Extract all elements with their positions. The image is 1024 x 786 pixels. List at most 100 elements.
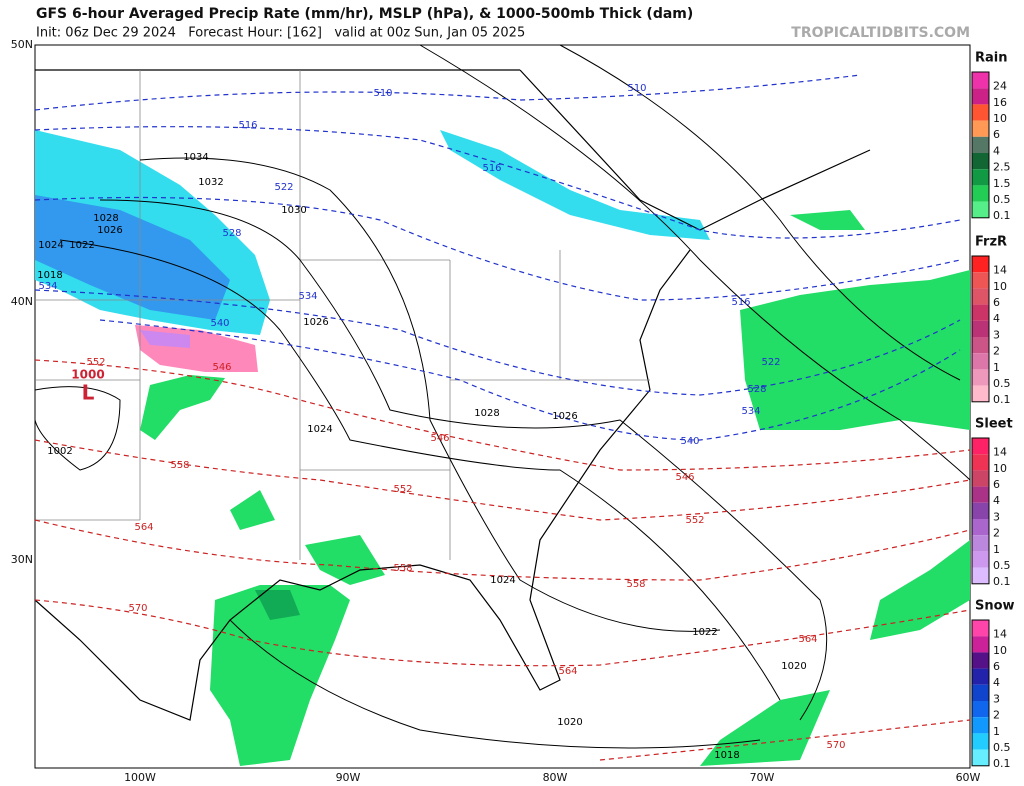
legend-level: 16 [993,96,1007,109]
map-labels: 50N 40N 30N 100W 90W 80W 70W 60W 1034 1032 1030 102… [11,38,981,784]
thickness-label: 528 [222,228,241,239]
legend-swatch [972,684,989,701]
legend-swatch [972,502,989,519]
legend-level: 10 [993,644,1007,657]
legend-level: 4 [993,494,1000,507]
longitude-label: 80W [543,771,568,784]
legend-swatch [972,620,989,637]
legend-swatch [972,636,989,653]
rain-area [700,540,970,766]
legend-swatch [972,454,989,471]
low-marker: L [82,381,95,405]
legend-swatch [972,486,989,503]
legend-swatch [972,551,989,568]
snow-area [440,130,710,240]
legend-frame [971,437,990,585]
legend-title: Snow [975,599,1015,614]
thickness-label: 510 [627,83,646,94]
legend-level: 0.5 [993,741,1011,754]
thickness-label: 534 [38,281,57,292]
legend-swatch [972,320,989,337]
thickness-label: 534 [741,406,760,417]
legend-swatch [972,668,989,685]
legend-level: 1 [993,361,1000,374]
thickness-label: 546 [675,472,694,483]
legend-swatch [972,470,989,487]
legend-level: 1 [993,725,1000,738]
legend-swatch [972,256,989,273]
isobar-label: 1028 [474,408,499,419]
cold-thickness-lines [34,74,961,441]
isobar-label: 1034 [183,152,208,163]
legend-level: 6 [993,478,1000,491]
legend-level: 2.5 [993,161,1011,174]
legend-level: 10 [993,462,1007,475]
thickness-label: 558 [393,563,412,574]
legend-swatch [972,337,989,354]
isobar-label: 1030 [281,205,306,216]
legend-swatch [972,438,989,455]
thickness-label: 570 [826,740,845,751]
thickness-label: 552 [393,484,412,495]
thickness-label: 570 [128,603,147,614]
latitude-label: 30N [11,553,33,566]
isobar-label: 1002 [47,446,72,457]
legend-level: 4 [993,144,1000,157]
legend-level: 24 [993,80,1007,93]
rain-area [740,270,970,430]
legend-swatch [972,369,989,386]
legend-title: Sleet [975,417,1013,432]
isobar-label: 1018 [37,270,62,281]
longitude-label: 90W [336,771,361,784]
isobar-label: 1028 [93,213,118,224]
sleet-area [140,330,190,348]
legend-title: Rain [975,51,1008,66]
legend-level: 1.5 [993,177,1011,190]
legend-level: 4 [993,676,1000,689]
warm-thickness-lines [34,359,971,761]
legend-frame [971,255,990,403]
subtitle: Init: 06z Dec 29 2024 Forecast Hour: [16… [36,26,525,41]
rain-area [230,490,385,585]
thickness-label: 564 [798,634,817,645]
low-pressure-value: 1000 [71,368,104,382]
legend-level: 0.5 [993,377,1011,390]
thickness-label: 558 [170,460,189,471]
legend-level: 4 [993,312,1000,325]
snow-area [35,195,230,320]
legend-swatch [972,88,989,105]
legend-swatch [972,72,989,89]
legend-swatch [972,153,989,170]
isobar-label: 1020 [781,661,806,672]
legend-swatch [972,749,989,766]
legend-swatch [972,385,989,402]
legend-level: 10 [993,112,1007,125]
isobar-label: 1024 [490,575,515,586]
thickness-label: 546 [430,433,449,444]
isobar-label: 1026 [552,411,577,422]
thickness-label: 528 [747,384,766,395]
legend-level: 3 [993,692,1000,705]
credit: TROPICALTIDBITS.COM [791,25,970,41]
thickness-label: 516 [482,163,501,174]
legend-swatch [972,304,989,321]
legend-level: 0.1 [993,209,1011,222]
isobar-label: 1022 [69,240,94,251]
thickness-label: 510 [373,88,392,99]
legend-swatch [972,733,989,750]
legend-swatch [972,535,989,552]
longitude-label: 100W [124,771,156,784]
latitude-label: 50N [11,38,33,51]
legend-swatch [972,717,989,734]
legend-swatch [972,169,989,186]
isobar-label: 1032 [198,177,223,188]
thickness-label: 522 [761,357,780,368]
legend-level: 3 [993,510,1000,523]
legend-swatch [972,185,989,202]
isobar-label: 1022 [692,627,717,638]
legend-swatch [972,652,989,669]
legend-swatch [972,519,989,536]
longitude-label: 70W [750,771,775,784]
isobar-label: 1026 [97,225,122,236]
